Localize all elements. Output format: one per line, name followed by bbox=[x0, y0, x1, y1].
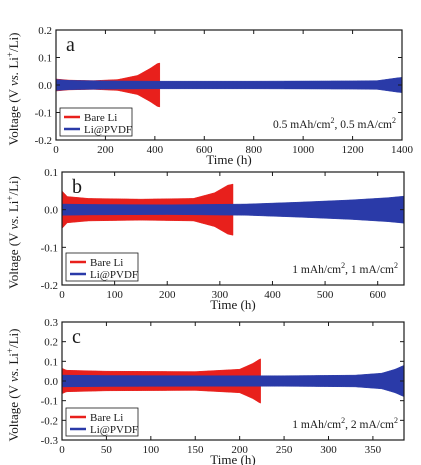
series-li-pvdf-band bbox=[62, 195, 404, 224]
legend-label: Bare Li bbox=[90, 412, 123, 424]
x-tick-label: 200 bbox=[231, 444, 248, 456]
x-tick-label: 400 bbox=[264, 289, 281, 301]
x-axis-title: Time (h) bbox=[210, 297, 255, 312]
x-tick-label: 200 bbox=[97, 144, 114, 156]
cycling-condition: 1 mAh/cm2, 2 mA/cm2 bbox=[292, 416, 398, 431]
x-tick-label: 1400 bbox=[391, 144, 414, 156]
y-tick-label: 0.1 bbox=[38, 53, 52, 65]
x-tick-label: 300 bbox=[320, 444, 337, 456]
x-tick-label: 300 bbox=[212, 289, 229, 301]
y-tick-label: -0.1 bbox=[41, 242, 58, 254]
x-tick-label: 100 bbox=[143, 444, 160, 456]
x-tick-label: 1000 bbox=[292, 144, 315, 156]
y-tick-label: 0.1 bbox=[44, 167, 58, 179]
y-tick-label: -0.2 bbox=[35, 135, 52, 147]
plot-area bbox=[62, 358, 404, 404]
panel-b: 0 100 200 300 400 500 600 -0.2 -0.1 0.0 0.1 Time (h… bbox=[5, 167, 405, 312]
y-tick-label: 0.1 bbox=[44, 356, 58, 368]
y-tick-label: 0.0 bbox=[44, 376, 58, 388]
x-tick-label: 100 bbox=[106, 289, 123, 301]
x-tick-label: 0 bbox=[59, 289, 65, 301]
x-tick-label: 350 bbox=[365, 444, 382, 456]
x-tick-label: 0 bbox=[59, 444, 65, 456]
legend-label: Li@PVDF bbox=[90, 269, 138, 281]
legend-label: Bare Li bbox=[90, 257, 123, 269]
y-tick-label: -0.3 bbox=[41, 435, 59, 447]
x-tick-label: 1200 bbox=[342, 144, 365, 156]
legend-label: Li@PVDF bbox=[84, 124, 132, 136]
panel-letter: b bbox=[72, 176, 82, 198]
panel-a: 0 200 400 600 800 1000 1200 1400 -0.2 -0.1 0.0 0.1 0… bbox=[5, 25, 414, 167]
x-tick-label: 150 bbox=[187, 444, 204, 456]
y-tick-label: 0.2 bbox=[38, 25, 52, 37]
y-axis-title: Voltage (V vs. Li+/Li) bbox=[5, 33, 21, 146]
x-tick-label: 250 bbox=[276, 444, 293, 456]
y-tick-label: 0.3 bbox=[44, 317, 58, 329]
x-tick-label: 400 bbox=[147, 144, 164, 156]
y-tick-label: 0.2 bbox=[44, 337, 58, 349]
x-axis-title: Time (h) bbox=[206, 152, 251, 167]
plot-area bbox=[56, 62, 402, 108]
y-tick-label: -0.2 bbox=[41, 280, 58, 292]
legend-label: Li@PVDF bbox=[90, 424, 138, 436]
y-tick-label: -0.1 bbox=[35, 108, 52, 120]
x-tick-label: 500 bbox=[317, 289, 334, 301]
y-tick-label: 0.0 bbox=[44, 205, 58, 217]
x-tick-label: 600 bbox=[196, 144, 213, 156]
plot-area bbox=[62, 183, 404, 236]
y-axis-title: Voltage (V vs. Li+/Li) bbox=[5, 329, 21, 442]
y-tick-label: -0.1 bbox=[41, 396, 58, 408]
panel-letter: c bbox=[72, 326, 81, 348]
y-tick-label: 0.0 bbox=[38, 80, 52, 92]
legend-box bbox=[65, 407, 139, 437]
legend-label: Bare Li bbox=[84, 112, 117, 124]
panel-letter: a bbox=[66, 34, 75, 56]
legend-box bbox=[65, 252, 139, 282]
x-tick-label: 200 bbox=[159, 289, 176, 301]
plot-frame bbox=[61, 171, 405, 286]
y-tick-label: -0.2 bbox=[41, 415, 58, 427]
x-tick-label: 50 bbox=[101, 444, 113, 456]
x-tick-label: 600 bbox=[369, 289, 386, 301]
x-tick-label: 800 bbox=[245, 144, 262, 156]
x-tick-label: 0 bbox=[53, 144, 59, 156]
series-li-pvdf-band bbox=[56, 77, 402, 93]
cycling-condition: 0.5 mAh/cm2, 0.5 mA/cm2 bbox=[273, 116, 396, 131]
panel-c: 0 50 100 150 200 250 300 350 -0.3 -0.2 -0.1 0.0 0.1 0… bbox=[5, 317, 405, 465]
cycling-condition: 1 mAh/cm2, 1 mA/cm2 bbox=[292, 261, 398, 276]
x-axis-title: Time (h) bbox=[210, 452, 255, 465]
y-axis-title: Voltage (V vs. Li+/Li) bbox=[5, 176, 21, 289]
series-li-pvdf-band bbox=[62, 364, 404, 398]
legend-box bbox=[59, 107, 133, 137]
